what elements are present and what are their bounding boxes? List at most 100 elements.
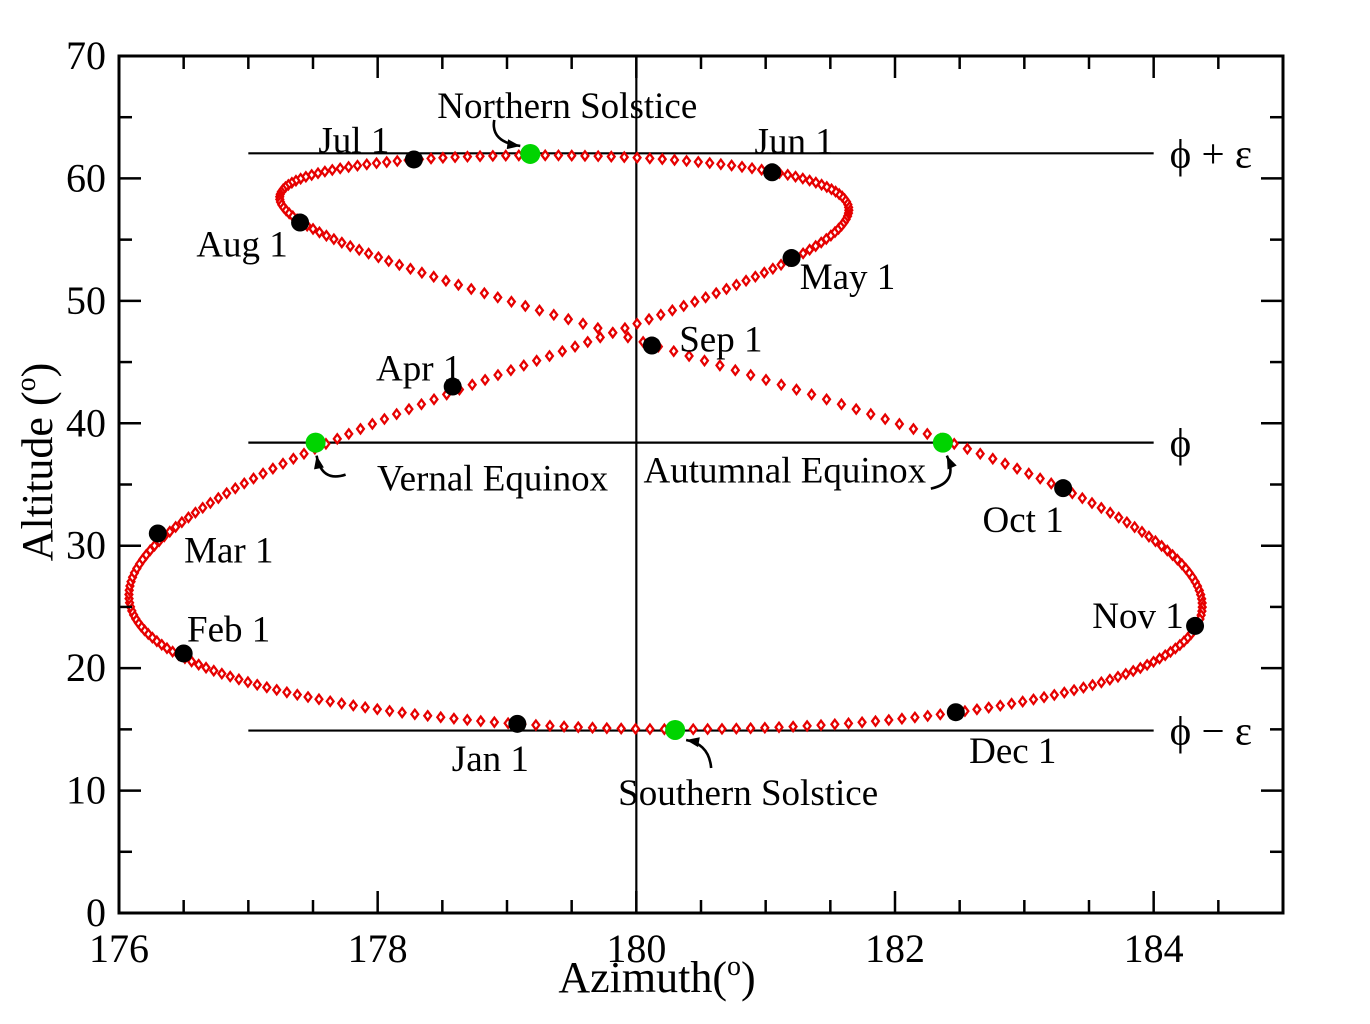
curve-point-diamond <box>587 721 598 735</box>
curve-point-diamond <box>325 694 336 708</box>
curve-point-diamond <box>1035 472 1046 485</box>
curve-point-diamond <box>371 156 382 170</box>
curve-point-diamond <box>518 359 529 372</box>
curve-point-diamond <box>836 397 847 411</box>
month-marker-label: Feb 1 <box>187 609 270 650</box>
curve-point-diamond <box>802 719 812 733</box>
curve-point-diamond <box>540 148 551 162</box>
annotations: Northern Solstice Vernal Equinox Autumnal … <box>314 86 957 814</box>
y-tick-label: 10 <box>66 768 106 813</box>
curve-point-diamond <box>234 672 244 686</box>
curve-point-diamond <box>466 282 477 296</box>
curve-point-diamond <box>383 254 394 268</box>
curve-point-diamond <box>534 303 545 317</box>
curve-point-diamond <box>531 718 541 732</box>
x-tick-label: 180 <box>606 926 666 971</box>
curve-point-diamond <box>221 486 232 500</box>
curve-point-diamond <box>404 402 414 416</box>
curve-point-diamond <box>962 442 973 456</box>
annotation-arrowhead <box>314 455 324 470</box>
month-marker-label: May 1 <box>800 257 896 298</box>
curve-point-diamond <box>702 722 713 736</box>
curve-point-diamond <box>983 701 994 714</box>
curve-point-diamond <box>438 151 448 165</box>
month-marker-label: Dec 1 <box>969 731 1056 772</box>
date-markers: Jan 1 Feb 1 Mar 1 Apr 1 May 1 Jun 1 Jul 1 Aug 1… <box>148 120 1205 780</box>
reference-line-label: ϕ − ε <box>1170 708 1252 754</box>
curve-point-diamond <box>492 290 503 304</box>
curve-point-diamond <box>1122 515 1132 529</box>
curve-point-diamond <box>1113 670 1123 684</box>
curve-point-diamond <box>829 717 840 731</box>
curve-point-diamond <box>1096 675 1107 689</box>
curve-point-diamond <box>428 270 439 284</box>
y-tick-label: 50 <box>66 278 106 323</box>
curve-point-diamond <box>261 680 272 694</box>
curve-point-diamond <box>790 170 801 184</box>
curve-point-diamond <box>462 713 473 727</box>
curve-point-diamond <box>593 149 604 163</box>
month-marker-label: Mar 1 <box>184 530 273 571</box>
month-marker-dot <box>946 703 965 722</box>
annotation-arrowhead <box>946 455 957 470</box>
curve-point-diamond <box>995 699 1006 713</box>
curve-point-diamond <box>715 359 725 372</box>
curve-point-diamond <box>230 481 241 495</box>
curve-point-diamond <box>922 709 933 723</box>
y-tick-label: 70 <box>66 33 106 78</box>
curve-point-diamond <box>354 243 365 257</box>
curve-point-diamond <box>271 683 282 697</box>
x-axis-title: Azimuth(o) <box>558 951 755 1002</box>
curve-point-diamond <box>1096 501 1107 515</box>
curve-point-diamond <box>372 702 383 716</box>
curve-point-diamond <box>657 152 668 166</box>
y-tick-label: 40 <box>66 400 106 445</box>
curve-point-diamond <box>745 368 756 382</box>
curve-point-diamond <box>645 722 655 736</box>
curve-point-diamond <box>193 658 204 672</box>
axis-ticks: 176 178 180 182 184 0 10 20 30 40 50 60 70 <box>66 33 1283 971</box>
curve-point-diamond <box>776 258 786 272</box>
curve-point-diamond <box>1144 530 1154 543</box>
curve-point-diamond <box>288 452 299 466</box>
curve-point-diamond <box>480 373 490 387</box>
curve-point-diamond <box>320 165 330 178</box>
curve-point-diamond <box>798 246 808 260</box>
curve-point-diamond <box>580 149 590 163</box>
curve-point-diamond <box>355 422 366 436</box>
curve-point-diamond <box>1135 661 1146 675</box>
curve-point-diamond <box>623 330 633 344</box>
curve-point-diamond <box>747 161 757 175</box>
y-tick-label: 0 <box>86 890 106 935</box>
curve-point-diamond <box>292 688 303 702</box>
curve-point-diamond <box>616 722 627 735</box>
curve-point-diamond <box>857 715 867 729</box>
curve-point-diamond <box>1087 678 1098 692</box>
curve-point-diamond <box>345 239 356 253</box>
curve-point-diamond <box>806 388 817 401</box>
curve-point-diamond <box>619 150 630 164</box>
curve-point-diamond <box>303 690 313 704</box>
curve-point-diamond <box>475 149 485 163</box>
curve-point-diamond <box>544 349 555 363</box>
curve-point-diamond <box>721 282 732 296</box>
curve-point-diamond <box>987 452 998 466</box>
curve-point-diamond <box>500 149 511 162</box>
curve-point-diamond <box>409 707 420 721</box>
curve-point-diamond <box>1150 534 1161 548</box>
curve-point-diamond <box>225 670 236 683</box>
curve-point-diamond <box>761 373 771 387</box>
curve-point-diamond <box>363 247 374 260</box>
curve-point-diamond <box>750 270 761 284</box>
y-tick-label: 20 <box>66 645 106 690</box>
curve-point-diamond <box>730 363 741 377</box>
curve-point-diamond <box>258 467 268 480</box>
annotation-arrowhead <box>686 737 700 748</box>
month-marker-label: Aug 1 <box>196 225 287 266</box>
event-marker-label: Southern Solstice <box>618 773 878 814</box>
curve-point-diamond <box>314 692 324 706</box>
curve-point-diamond <box>1113 511 1124 524</box>
curve-point-diamond <box>632 151 642 165</box>
curve-point-diamond <box>177 515 187 529</box>
